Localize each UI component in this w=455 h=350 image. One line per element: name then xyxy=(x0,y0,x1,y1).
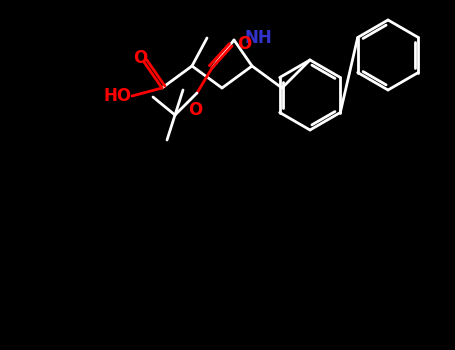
Text: NH: NH xyxy=(244,29,272,47)
Text: O: O xyxy=(188,101,202,119)
Text: HO: HO xyxy=(104,87,132,105)
Text: O: O xyxy=(237,35,251,53)
Text: O: O xyxy=(133,49,147,67)
